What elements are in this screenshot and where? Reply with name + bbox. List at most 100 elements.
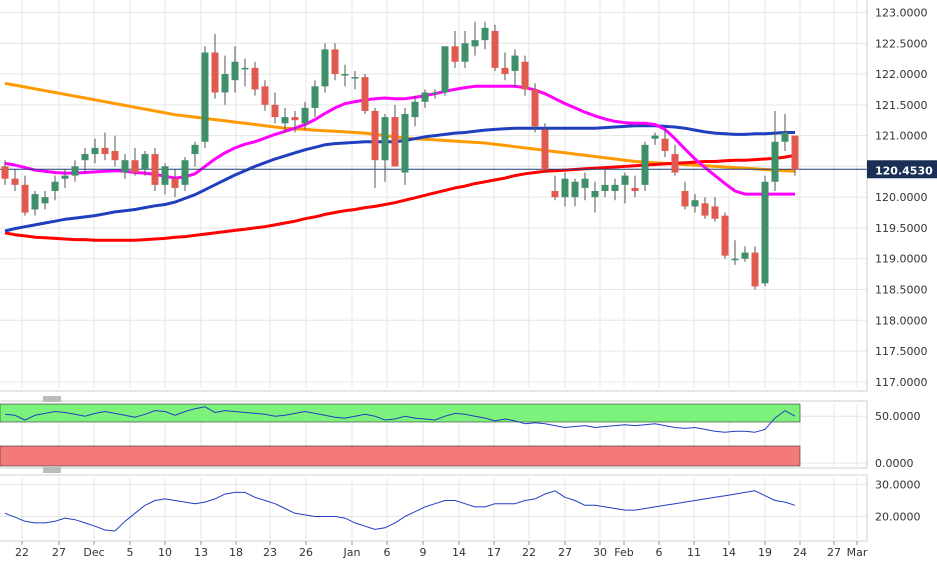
candle-body — [121, 160, 129, 173]
x-tick-label: Dec — [83, 546, 104, 559]
candle — [121, 154, 129, 179]
candle-body — [491, 30, 499, 68]
candle — [101, 132, 109, 161]
candle — [151, 147, 159, 191]
y-tick-label: 121.5000 — [875, 99, 928, 112]
candle — [501, 52, 509, 81]
candle — [591, 181, 599, 213]
x-tick-label: 19 — [758, 546, 772, 559]
candle — [221, 55, 229, 105]
oscillator-panel-2[interactable] — [4, 490, 796, 532]
candle — [711, 197, 719, 222]
x-tick-label: Jan — [343, 546, 361, 559]
candle-body — [711, 206, 719, 219]
candle — [231, 46, 239, 93]
candle — [261, 80, 269, 111]
candle-body — [761, 181, 769, 284]
candle — [641, 141, 649, 191]
candle-body — [541, 129, 549, 170]
candle — [311, 80, 319, 118]
candle — [301, 101, 309, 130]
candle — [1, 160, 9, 185]
candle-body — [421, 92, 429, 102]
x-tick-label: 6 — [656, 546, 663, 559]
x-tick-label: 10 — [158, 546, 172, 559]
overbought-zone — [0, 403, 801, 423]
candle-body — [81, 154, 89, 161]
candle — [71, 160, 79, 182]
current-price-badge — [867, 160, 937, 179]
candle-body — [351, 77, 359, 79]
candle-body — [661, 138, 669, 151]
candle-body — [131, 160, 139, 173]
x-tick-label: 6 — [384, 546, 391, 559]
price-panel[interactable] — [0, 21, 867, 290]
y-tick-label: 123.0000 — [875, 6, 928, 19]
candle-body — [621, 175, 629, 185]
candle — [521, 55, 529, 96]
candle-body — [551, 191, 559, 198]
candle — [91, 138, 99, 164]
y-tick-label: 121.0000 — [875, 130, 928, 143]
current-price-label: 120.4530 — [875, 164, 933, 177]
candle-body — [21, 184, 29, 213]
candle — [51, 175, 59, 201]
candle-body — [651, 135, 659, 139]
candle — [161, 163, 169, 195]
candle-body — [251, 67, 259, 90]
candle — [431, 89, 439, 99]
candle — [701, 197, 709, 219]
candle — [741, 246, 749, 262]
x-tick-label: 24 — [793, 546, 807, 559]
x-tick-label: 14 — [452, 546, 466, 559]
series-line-2 — [4, 153, 796, 242]
series-line-0 — [4, 84, 795, 196]
candle-body — [241, 67, 249, 70]
candle-body — [31, 194, 39, 210]
candle — [691, 194, 699, 213]
candle-body — [41, 197, 49, 204]
candle-body — [391, 117, 399, 167]
candle-body — [141, 154, 149, 170]
candle-body — [331, 49, 339, 75]
candle — [321, 43, 329, 93]
y-tick-label: 0.0000 — [875, 457, 914, 470]
candle-body — [791, 135, 799, 170]
panel-resize-handle[interactable] — [43, 396, 61, 402]
candle-body — [611, 184, 619, 191]
x-tick-label: Mar — [847, 546, 868, 559]
candle-body — [11, 178, 19, 185]
candle — [251, 61, 259, 96]
candle — [211, 34, 219, 99]
candle — [241, 58, 249, 87]
candle-body — [171, 178, 179, 188]
x-tick-label: 27 — [827, 546, 841, 559]
candle-body — [641, 144, 649, 185]
candle-body — [601, 184, 609, 191]
candle — [41, 191, 49, 210]
candle — [541, 123, 549, 173]
candle — [551, 175, 559, 201]
candle — [401, 107, 409, 185]
candle-body — [291, 117, 299, 121]
oscillator-panel-1[interactable] — [0, 403, 801, 467]
candle — [201, 46, 209, 148]
candle-body — [431, 92, 439, 94]
candle — [531, 83, 539, 133]
candle — [771, 110, 779, 191]
panel-resize-handle[interactable] — [43, 467, 61, 473]
candle — [131, 147, 139, 176]
candle — [561, 172, 569, 207]
candle — [11, 169, 19, 191]
candle-body — [581, 178, 589, 188]
candle — [21, 175, 29, 216]
candle-body — [701, 203, 709, 216]
candle-body — [401, 114, 409, 173]
candle-body — [321, 49, 329, 87]
candle — [461, 30, 469, 68]
candle-body — [561, 178, 569, 198]
candle — [361, 74, 369, 115]
candle — [391, 104, 399, 167]
